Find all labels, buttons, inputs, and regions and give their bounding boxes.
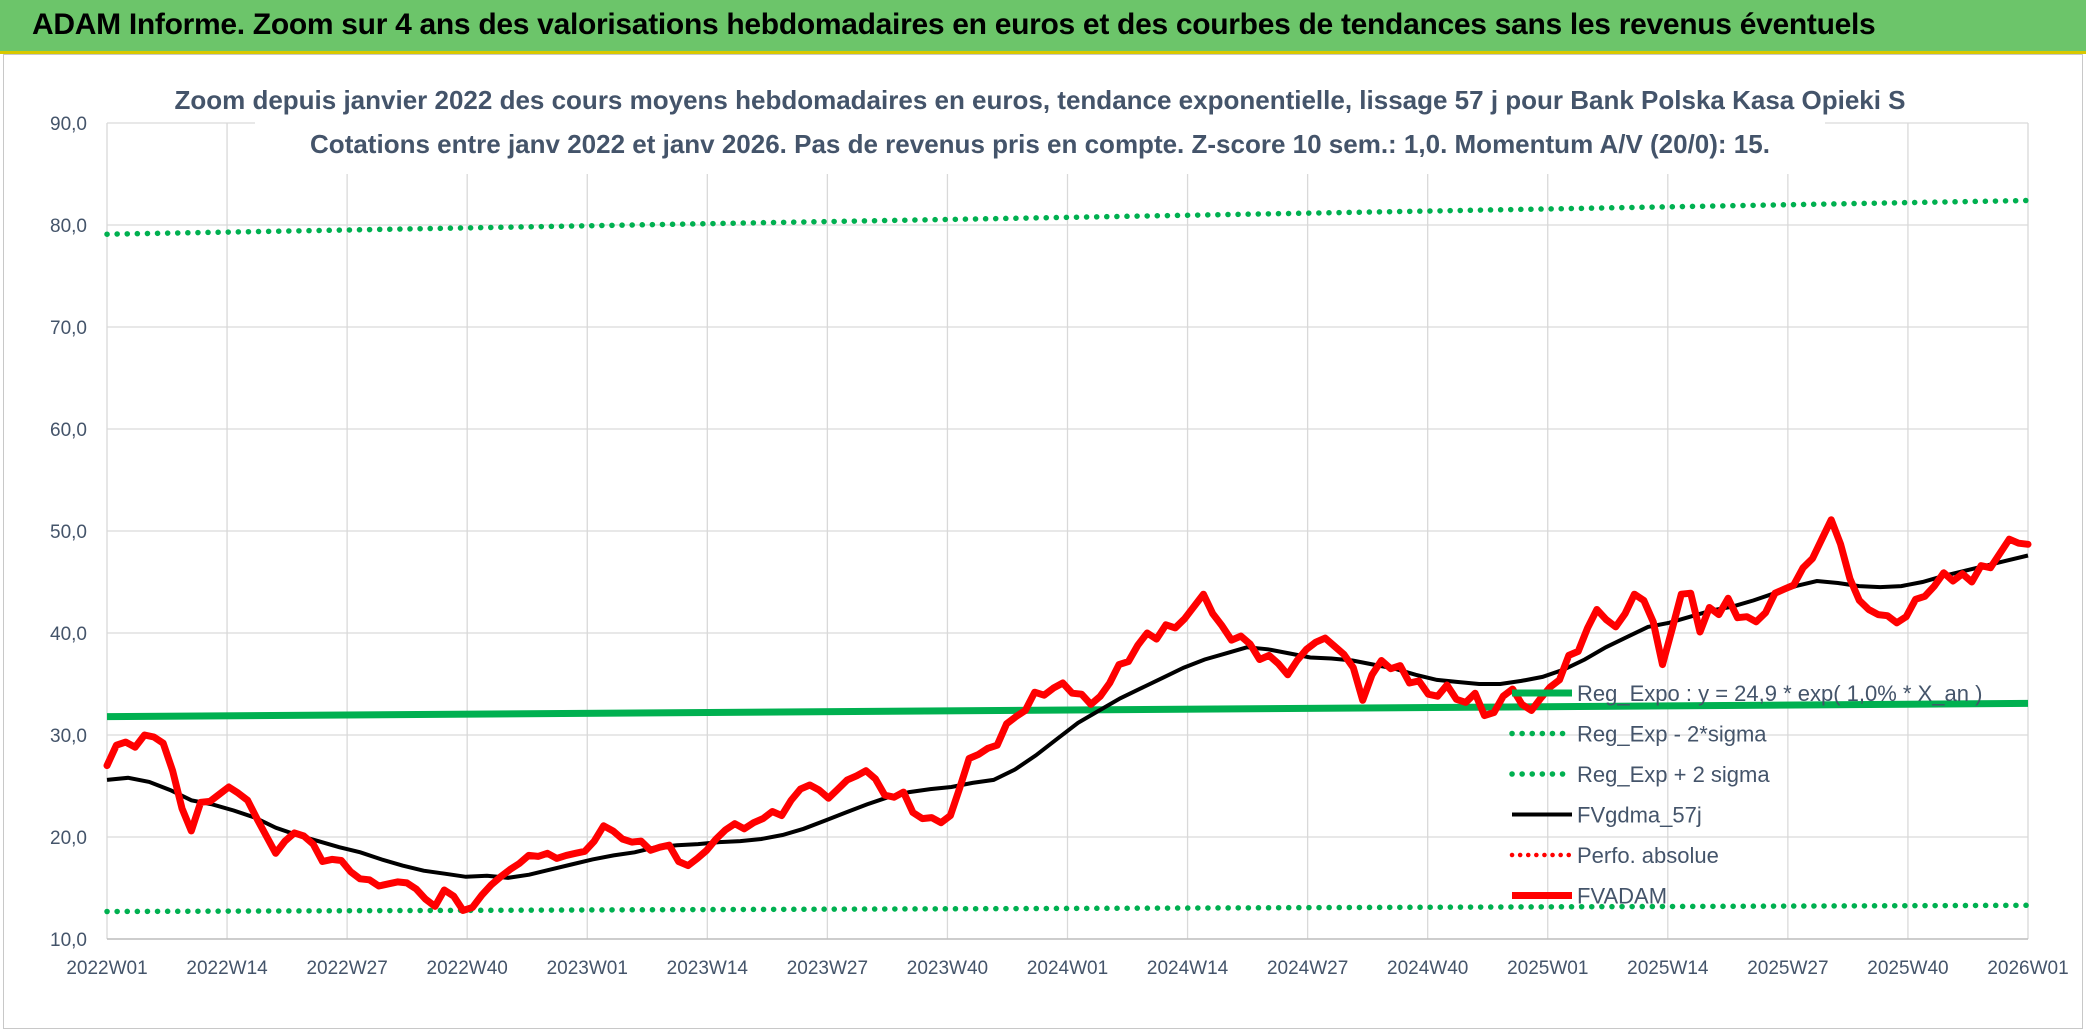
y-tick-label: 30,0 <box>50 726 87 747</box>
y-tick-label: 70,0 <box>50 318 87 339</box>
x-tick-label: 2024W27 <box>1267 958 1348 979</box>
series-reg-exp-2-sigma <box>104 197 2031 237</box>
series-reg-exp-2-sigma <box>104 902 2031 915</box>
chart-title-line-1: Zoom depuis janvier 2022 des cours moyen… <box>174 85 1905 115</box>
y-tick-label: 10,0 <box>50 930 87 951</box>
y-tick-label: 40,0 <box>50 624 87 645</box>
x-tick-label: 2023W01 <box>547 958 628 979</box>
legend-label: Reg_Exp - 2*sigma <box>1577 722 1767 747</box>
chart-title-line-2: Cotations entre janv 2022 et janv 2026. … <box>310 129 1770 159</box>
y-tick-label: 20,0 <box>50 828 87 849</box>
series-layer <box>103 197 2032 915</box>
y-tick-label: 50,0 <box>50 522 87 543</box>
x-tick-label: 2022W27 <box>306 958 387 979</box>
x-tick-label: 2022W14 <box>186 958 268 979</box>
y-tick-label: 60,0 <box>50 420 87 441</box>
legend-label: FVgdma_57j <box>1577 803 1702 828</box>
x-tick-label: 2025W27 <box>1747 958 1828 979</box>
legend-label: Reg_Exp + 2 sigma <box>1577 762 1770 787</box>
axis-layer: 10,0 20,0 30,0 40,0 50,0 60,0 70,0 80,0 90,0 2022… <box>50 114 2069 979</box>
series-fvadam <box>103 516 2032 914</box>
x-tick-label: 2025W01 <box>1507 958 1588 979</box>
x-tick-label: 2022W40 <box>427 958 508 979</box>
x-tick-label: 2022W01 <box>66 958 147 979</box>
x-tick-label: 2024W14 <box>1147 958 1229 979</box>
x-tick-label: 2024W01 <box>1027 958 1108 979</box>
chart-legend: Reg_Expo : y = 24,9 * exp( 1,0% * X_an )… <box>1509 681 1982 909</box>
legend-label: Perfo. absolue <box>1577 843 1719 868</box>
x-tick-label: 2025W14 <box>1627 958 1709 979</box>
grid-layer <box>106 122 2029 940</box>
x-tick-label: 2026W01 <box>1987 958 2068 979</box>
y-tick-label: 80,0 <box>50 216 87 237</box>
y-tick-label: 90,0 <box>50 114 87 135</box>
report-title: ADAM Informe. Zoom sur 4 ans des valoris… <box>32 8 1876 41</box>
x-tick-label: 2023W14 <box>667 958 749 979</box>
x-tick-label: 2024W40 <box>1387 958 1468 979</box>
chart-title: Zoom depuis janvier 2022 des cours moyen… <box>174 78 1906 174</box>
x-tick-label: 2023W27 <box>787 958 868 979</box>
legend-label: FVADAM <box>1577 884 1667 909</box>
series-reg-expo <box>106 699 2029 721</box>
x-tick-label: 2023W40 <box>907 958 988 979</box>
legend-label: Reg_Expo : y = 24,9 * exp( 1,0% * X_an ) <box>1577 681 1982 706</box>
chart-title-backdrop <box>255 78 1825 174</box>
report-banner: ADAM Informe. Zoom sur 4 ans des valoris… <box>0 0 2086 54</box>
x-tick-label: 2025W40 <box>1867 958 1948 979</box>
chart-frame <box>3 54 2083 1029</box>
